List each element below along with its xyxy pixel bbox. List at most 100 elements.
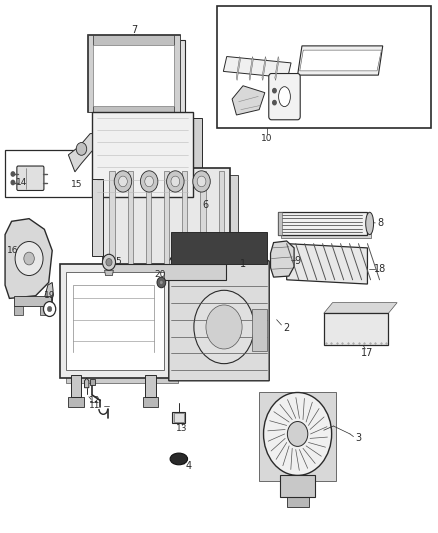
Bar bbox=[143, 397, 158, 407]
Text: 15: 15 bbox=[71, 180, 83, 189]
Text: 13: 13 bbox=[176, 424, 187, 433]
Bar bbox=[145, 375, 155, 397]
Polygon shape bbox=[66, 269, 177, 383]
Bar bbox=[5, 150, 101, 197]
Circle shape bbox=[273, 101, 276, 105]
Text: 2: 2 bbox=[283, 322, 290, 333]
Polygon shape bbox=[324, 303, 397, 313]
Polygon shape bbox=[111, 174, 238, 273]
Bar bbox=[14, 296, 51, 306]
Polygon shape bbox=[5, 219, 52, 298]
Circle shape bbox=[159, 280, 163, 285]
Text: 14: 14 bbox=[16, 178, 27, 187]
Bar bbox=[108, 264, 226, 280]
Polygon shape bbox=[249, 56, 253, 80]
Bar bbox=[66, 272, 164, 370]
Bar bbox=[40, 306, 49, 316]
Ellipse shape bbox=[170, 453, 187, 465]
Bar bbox=[174, 35, 180, 112]
Bar bbox=[259, 392, 336, 481]
Circle shape bbox=[102, 254, 116, 270]
Polygon shape bbox=[68, 134, 92, 172]
Polygon shape bbox=[287, 244, 367, 284]
Circle shape bbox=[47, 306, 52, 312]
Text: 4: 4 bbox=[185, 461, 191, 471]
Bar bbox=[88, 35, 180, 45]
Polygon shape bbox=[105, 270, 113, 276]
Polygon shape bbox=[169, 240, 269, 381]
Text: 3: 3 bbox=[356, 433, 362, 443]
Bar bbox=[90, 379, 95, 384]
Text: 16: 16 bbox=[7, 246, 19, 255]
Bar bbox=[146, 171, 151, 264]
Polygon shape bbox=[223, 56, 291, 78]
Text: 5: 5 bbox=[116, 257, 121, 265]
Bar bbox=[14, 306, 22, 316]
Text: 11: 11 bbox=[89, 401, 100, 410]
Bar bbox=[127, 171, 133, 264]
Text: 20: 20 bbox=[154, 270, 166, 279]
Text: 18: 18 bbox=[374, 264, 387, 274]
Circle shape bbox=[106, 259, 112, 266]
Text: 10: 10 bbox=[261, 134, 273, 143]
Bar bbox=[278, 212, 367, 235]
Circle shape bbox=[141, 171, 158, 192]
FancyBboxPatch shape bbox=[17, 166, 44, 190]
Polygon shape bbox=[44, 282, 53, 304]
Circle shape bbox=[145, 176, 153, 187]
Bar bbox=[171, 232, 267, 264]
Text: 19: 19 bbox=[44, 291, 55, 300]
Bar bbox=[88, 106, 180, 112]
Circle shape bbox=[11, 180, 14, 184]
Bar bbox=[282, 215, 371, 238]
Circle shape bbox=[193, 171, 210, 192]
Polygon shape bbox=[236, 56, 240, 80]
Polygon shape bbox=[232, 86, 265, 115]
Bar bbox=[60, 264, 171, 378]
Polygon shape bbox=[101, 118, 201, 203]
Bar bbox=[110, 171, 115, 264]
Circle shape bbox=[43, 302, 56, 317]
Bar bbox=[324, 313, 389, 345]
Bar bbox=[252, 309, 267, 351]
Polygon shape bbox=[297, 46, 383, 75]
Circle shape bbox=[197, 176, 206, 187]
Bar bbox=[88, 35, 93, 112]
Polygon shape bbox=[85, 378, 89, 387]
Polygon shape bbox=[300, 50, 381, 71]
Bar bbox=[172, 411, 185, 423]
Polygon shape bbox=[92, 179, 103, 256]
Bar bbox=[219, 171, 224, 264]
Bar bbox=[103, 168, 230, 266]
Bar bbox=[92, 112, 193, 197]
Circle shape bbox=[24, 252, 34, 265]
Bar bbox=[200, 171, 205, 264]
Text: 1: 1 bbox=[240, 259, 246, 269]
Bar bbox=[287, 496, 308, 507]
Circle shape bbox=[119, 176, 127, 187]
Circle shape bbox=[15, 241, 43, 276]
Circle shape bbox=[166, 171, 184, 192]
Bar bbox=[217, 6, 431, 128]
Polygon shape bbox=[275, 56, 279, 80]
Circle shape bbox=[273, 88, 276, 93]
FancyBboxPatch shape bbox=[269, 74, 300, 120]
Circle shape bbox=[171, 176, 180, 187]
Bar bbox=[88, 35, 180, 112]
Bar bbox=[164, 171, 169, 264]
Circle shape bbox=[287, 422, 308, 447]
Bar bbox=[68, 397, 84, 407]
Bar bbox=[71, 375, 81, 397]
Bar bbox=[278, 212, 283, 235]
Circle shape bbox=[157, 277, 166, 288]
Bar bbox=[93, 45, 174, 106]
Circle shape bbox=[11, 172, 14, 176]
Bar bbox=[280, 475, 315, 497]
Bar bbox=[173, 413, 184, 422]
Ellipse shape bbox=[279, 87, 290, 107]
Text: 9: 9 bbox=[294, 256, 300, 266]
Polygon shape bbox=[271, 241, 294, 277]
Ellipse shape bbox=[366, 212, 374, 235]
Text: 17: 17 bbox=[361, 348, 374, 358]
Text: 6: 6 bbox=[203, 200, 209, 211]
